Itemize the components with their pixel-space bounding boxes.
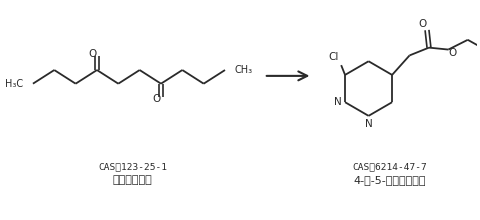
Text: H₃C: H₃C (5, 79, 23, 89)
Text: O: O (152, 94, 160, 104)
Text: O: O (448, 48, 456, 59)
Text: O: O (418, 19, 426, 29)
Text: N: N (365, 119, 372, 129)
Text: Cl: Cl (328, 52, 338, 62)
Text: CAS：6214-47-7: CAS：6214-47-7 (352, 162, 427, 171)
Text: 4-氯-5-嘴啄乙酸乙酩: 4-氯-5-嘴啄乙酸乙酩 (354, 175, 426, 185)
Text: O: O (88, 50, 96, 59)
Text: 丁二酸二乙酩: 丁二酸二乙酩 (113, 175, 153, 185)
Text: CH₃: CH₃ (235, 65, 253, 75)
Text: N: N (335, 97, 342, 107)
Text: CAS：123-25-1: CAS：123-25-1 (98, 162, 168, 171)
